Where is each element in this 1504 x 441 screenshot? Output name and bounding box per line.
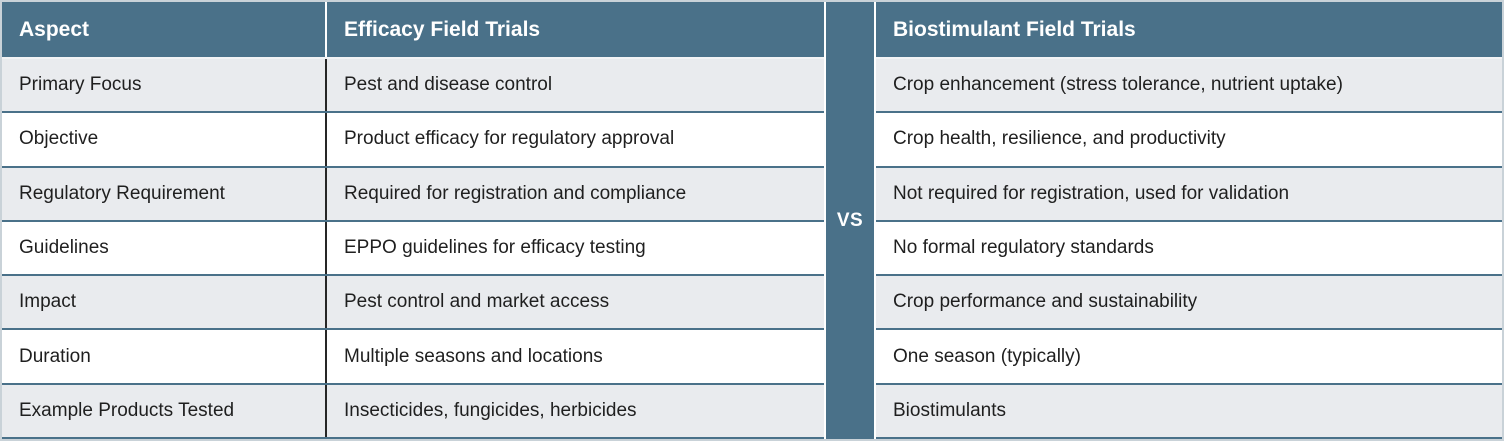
aspect-column-header: Aspect xyxy=(2,2,327,57)
table-row: Primary Focus Pest and disease control xyxy=(2,57,824,112)
table-row: No formal regulatory standards xyxy=(876,219,1502,275)
efficacy-cell: Multiple seasons and locations xyxy=(327,330,824,383)
efficacy-table: Aspect Efficacy Field Trials Primary Foc… xyxy=(2,2,824,439)
vs-label: VS xyxy=(836,209,864,231)
aspect-cell: Guidelines xyxy=(2,221,327,275)
table-row: Example Products Tested Insecticides, fu… xyxy=(2,382,824,437)
aspect-cell: Regulatory Requirement xyxy=(2,167,327,220)
efficacy-cell: Pest control and market access xyxy=(327,276,824,329)
table-row: Objective Product efficacy for regulator… xyxy=(2,111,824,166)
efficacy-cell: Insecticides, fungicides, herbicides xyxy=(327,384,824,437)
table-row: Not required for registration, used for … xyxy=(876,165,1502,220)
efficacy-cell: Required for registration and compliance xyxy=(327,167,824,220)
efficacy-cell: EPPO guidelines for efficacy testing xyxy=(327,221,824,275)
aspect-cell: Duration xyxy=(2,330,327,383)
table-row: Biostimulants xyxy=(876,382,1502,437)
biostimulant-header-row: Biostimulant Field Trials xyxy=(876,2,1502,57)
biostimulant-cell: Not required for registration, used for … xyxy=(876,167,1502,220)
efficacy-column-header: Efficacy Field Trials xyxy=(327,2,824,57)
biostimulant-cell: One season (typically) xyxy=(876,330,1502,383)
efficacy-header-row: Aspect Efficacy Field Trials xyxy=(2,2,824,57)
biostimulant-cell: Crop performance and sustainability xyxy=(876,276,1502,329)
table-row: Crop health, resilience, and productivit… xyxy=(876,111,1502,166)
table-row: Duration Multiple seasons and locations xyxy=(2,328,824,383)
table-row: One season (typically) xyxy=(876,328,1502,383)
biostimulant-column-header: Biostimulant Field Trials xyxy=(876,2,1502,57)
aspect-cell: Example Products Tested xyxy=(2,384,327,437)
biostimulant-cell: Crop health, resilience, and productivit… xyxy=(876,113,1502,166)
table-row: Crop performance and sustainability xyxy=(876,274,1502,329)
aspect-cell: Primary Focus xyxy=(2,59,327,112)
table-row: Impact Pest control and market access xyxy=(2,274,824,329)
biostimulant-cell: No formal regulatory standards xyxy=(876,221,1502,275)
efficacy-cell: Product efficacy for regulatory approval xyxy=(327,113,824,166)
table-row: Regulatory Requirement Required for regi… xyxy=(2,165,824,220)
aspect-cell: Impact xyxy=(2,276,327,329)
biostimulant-cell: Crop enhancement (stress tolerance, nutr… xyxy=(876,59,1502,112)
table-row: Guidelines EPPO guidelines for efficacy … xyxy=(2,219,824,275)
table-row: Crop enhancement (stress tolerance, nutr… xyxy=(876,57,1502,112)
efficacy-cell: Pest and disease control xyxy=(327,59,824,112)
biostimulant-table: Biostimulant Field Trials Crop enhanceme… xyxy=(876,2,1502,439)
aspect-cell: Objective xyxy=(2,113,327,166)
biostimulant-cell: Biostimulants xyxy=(876,384,1502,437)
vs-divider: VS xyxy=(824,2,876,439)
